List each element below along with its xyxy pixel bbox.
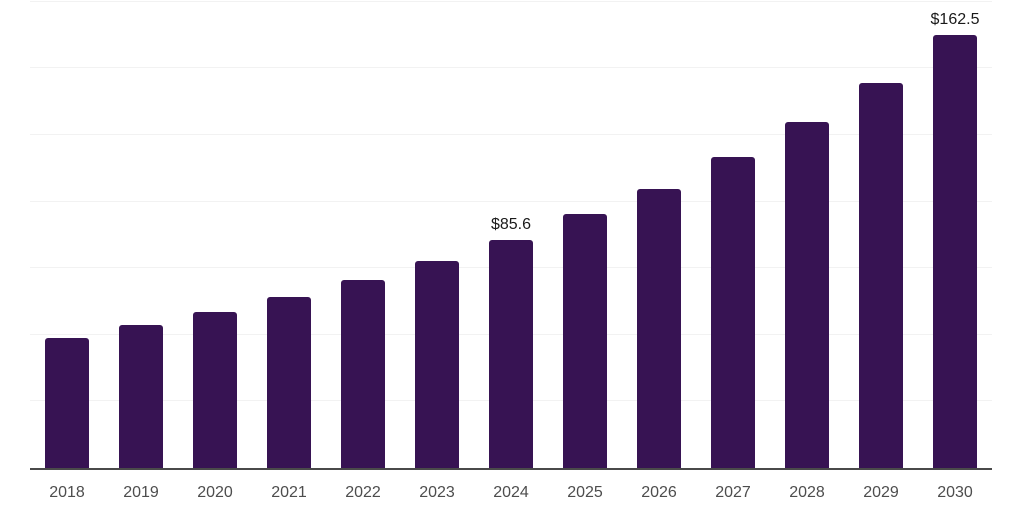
bar-slot xyxy=(696,0,770,468)
bar-2025 xyxy=(563,214,607,468)
bar-2021 xyxy=(267,296,311,468)
bars-row: $85.6 $162.5 xyxy=(30,0,992,468)
bar-2023 xyxy=(415,260,459,468)
bar-2028 xyxy=(785,121,829,468)
bar-slot xyxy=(30,0,104,468)
x-axis-label: 2018 xyxy=(49,484,85,501)
x-axis-label: 2022 xyxy=(345,484,381,501)
bar-slot xyxy=(326,0,400,468)
gridline xyxy=(30,0,992,2)
bar-2019 xyxy=(119,324,163,468)
x-axis-label: 2026 xyxy=(641,484,677,501)
bar-slot: $162.5 xyxy=(918,0,992,468)
bar-slot xyxy=(104,0,178,468)
bar-slot xyxy=(548,0,622,468)
bar-slot xyxy=(178,0,252,468)
x-axis-label: 2024 xyxy=(493,484,529,501)
x-axis-label: 2029 xyxy=(863,484,899,501)
bar-2029 xyxy=(859,82,903,468)
bar-2024 xyxy=(489,239,533,468)
x-axis-label: 2025 xyxy=(567,484,603,501)
plot-area: $85.6 $162.5 xyxy=(30,0,992,470)
bar-2030 xyxy=(933,34,977,468)
x-axis-label: 2027 xyxy=(715,484,751,501)
gridline xyxy=(30,67,992,69)
bar-slot: $85.6 xyxy=(474,0,548,468)
bar-value-label: $85.6 xyxy=(490,215,532,233)
x-axis-label: 2019 xyxy=(123,484,159,501)
gridline xyxy=(30,133,992,135)
bar-slot xyxy=(400,0,474,468)
bar-2022 xyxy=(341,279,385,468)
gridline xyxy=(30,200,992,202)
x-axis-label: 2023 xyxy=(419,484,455,501)
bar-value-label: $162.5 xyxy=(930,10,980,28)
x-axis-label: 2028 xyxy=(789,484,825,501)
bar-2026 xyxy=(637,189,681,468)
x-axis-labels: 2018 2019 2020 2021 2022 2023 2024 2025 2026 2027… xyxy=(30,483,992,503)
bar-2018 xyxy=(45,337,89,468)
bar-slot xyxy=(770,0,844,468)
bar-2020 xyxy=(193,311,237,468)
x-axis-label: 2020 xyxy=(197,484,233,501)
bar-2027 xyxy=(711,157,755,468)
x-axis-label: 2030 xyxy=(937,484,973,501)
bar-slot xyxy=(844,0,918,468)
bar-slot xyxy=(622,0,696,468)
x-axis-label: 2021 xyxy=(271,484,307,501)
bar-slot xyxy=(252,0,326,468)
